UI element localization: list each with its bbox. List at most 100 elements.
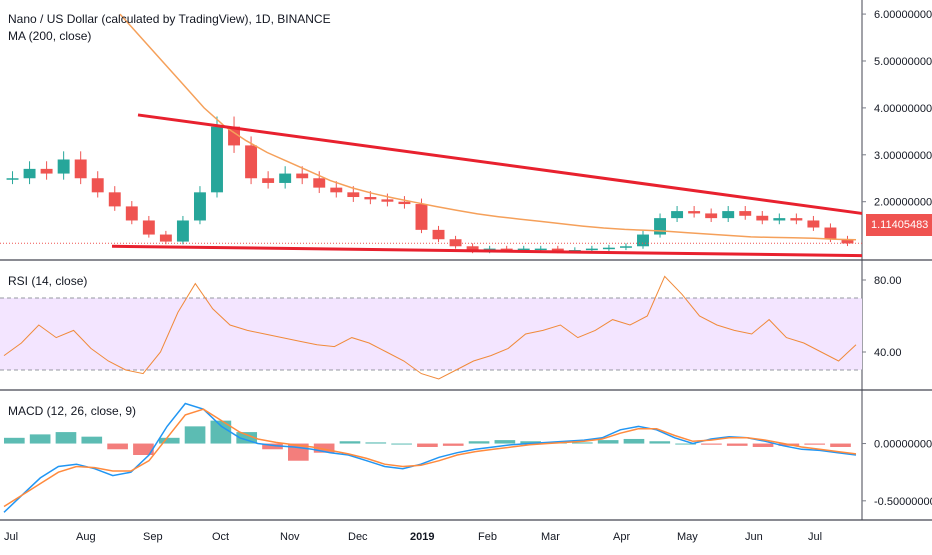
candle [534,248,547,251]
candle [602,247,615,250]
candle [330,187,343,193]
candle [705,213,718,219]
macd-histogram-bar [468,441,490,444]
candle [790,218,803,221]
macd-histogram-bar [494,440,516,444]
macd-histogram-bar [262,443,283,450]
candle [262,178,275,183]
price-tick-label: 4.00000000 [874,103,932,115]
candle [432,229,445,240]
macd-label: MACD (12, 26, close, 9) [8,404,137,418]
time-axis-label: Oct [212,531,229,543]
time-axis-label: Mar [541,531,560,543]
macd-histogram-bar [572,442,593,444]
rsi-legend: RSI (14, close) [8,273,87,290]
macd-line [3,402,857,513]
candle [637,234,649,247]
price-tick-label: 5.00000000 [874,56,932,68]
candle [74,159,87,179]
candle [40,168,53,174]
candle [364,197,377,200]
rsi-line [3,275,857,380]
time-axis-label: Nov [280,531,300,543]
macd-histogram-bar [365,442,387,444]
symbol-title: Nano / US Dollar (calculated by TradingV… [8,12,331,26]
macd-histogram-bar [55,432,77,444]
macd-histogram-bar [830,443,851,447]
candle [313,178,326,188]
macd-histogram-bar [752,443,774,447]
candle [6,178,19,180]
candle [245,145,258,179]
candle [756,215,769,221]
candle [824,227,837,240]
candle [500,248,513,251]
upper-trendline [137,113,863,215]
candle [193,192,206,221]
time-axis-label: Aug [76,531,96,543]
candle [91,178,104,193]
macd-histogram-bar [313,443,335,453]
macd-histogram-bar [81,436,103,444]
candle [688,211,701,214]
time-axis-label: 2019 [410,531,434,543]
macd-histogram-bar [158,437,180,444]
macd-histogram-bar [339,441,361,444]
time-axis-label: Dec [348,531,368,543]
macd-histogram-bar [649,441,671,444]
candle [108,192,121,207]
last-price-badge: 1.11405483 [866,214,932,236]
price-tick-label: 3.00000000 [874,150,932,162]
macd-histogram-bar [184,426,206,444]
candle [551,248,564,251]
candle [654,218,667,235]
time-axis-label: Sep [143,531,163,543]
macd-histogram-bar [4,437,25,444]
time-axis-label: Jul [4,531,18,543]
main-legend: Nano / US Dollar (calculated by TradingV… [8,11,331,45]
macd-histogram-bar [597,440,619,444]
candle [125,206,138,221]
candle [449,239,462,247]
candle [228,126,241,146]
macd-histogram-bar [236,432,258,444]
macd-tick-label: 0.00000000 [874,439,932,451]
price-tick-label: 2.00000000 [874,197,932,209]
macd-signal-line [3,408,857,508]
candle [347,192,360,198]
lower-trendline [111,244,863,258]
macd-histogram-bar [417,443,438,447]
candle [773,218,786,221]
candle [159,234,172,242]
rsi-tick-label: 40.00 [874,347,902,359]
macd-histogram-bar [107,443,128,450]
candle [176,220,189,242]
candle [279,173,292,183]
candle [671,211,684,219]
candle [415,204,428,230]
time-axis-label: Jul [808,531,822,543]
candle [381,199,394,202]
ma-legend-label: MA (200, close) [8,29,92,43]
macd-histogram-bar [210,420,232,444]
candle [807,220,820,228]
macd-histogram-bar [623,438,645,444]
macd-histogram-bar [726,443,748,446]
macd-histogram-bar [804,443,826,445]
macd-histogram-bar [391,443,412,445]
macd-histogram-bar [29,434,51,444]
macd-tick-label: -0.50000000 [874,496,932,508]
rsi-label: RSI (14, close) [8,274,88,288]
candle [398,201,411,205]
time-axis-label: Feb [478,531,497,543]
macd-histogram-bar [442,443,464,446]
candle [57,159,70,174]
rsi-band [0,298,862,370]
candle [23,168,36,179]
candle [296,173,309,179]
candle [722,211,735,219]
time-axis-label: May [677,531,698,543]
time-axis-label: Jun [745,531,763,543]
